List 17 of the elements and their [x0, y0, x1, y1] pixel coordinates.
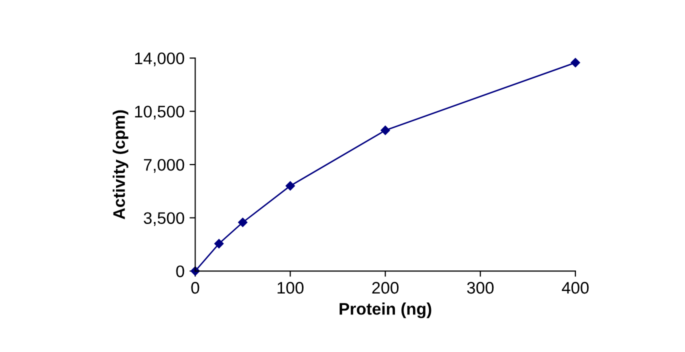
- point: [570, 58, 580, 68]
- y-tick-label: 0: [176, 265, 184, 278]
- y-tick-label: 7,000: [144, 158, 184, 173]
- x-tick-label: 200: [372, 282, 399, 294]
- point: [214, 239, 224, 248]
- x-axis-title: Protein (ng): [340, 302, 432, 318]
- point: [286, 181, 295, 190]
- y-tick-label: 3,500: [144, 212, 184, 226]
- x-tick-label: 300: [467, 282, 494, 294]
- x-tick-label: 100: [278, 282, 304, 294]
- point: [380, 126, 390, 135]
- y-axis-title: Activity (cpm): [112, 110, 128, 220]
- y-tick-label: 14,000: [135, 52, 184, 66]
- x-tick-label: 0: [191, 282, 200, 294]
- y-tick-label: 10,500: [135, 106, 184, 120]
- point: [238, 218, 248, 227]
- x-tick-label: 400: [562, 282, 589, 294]
